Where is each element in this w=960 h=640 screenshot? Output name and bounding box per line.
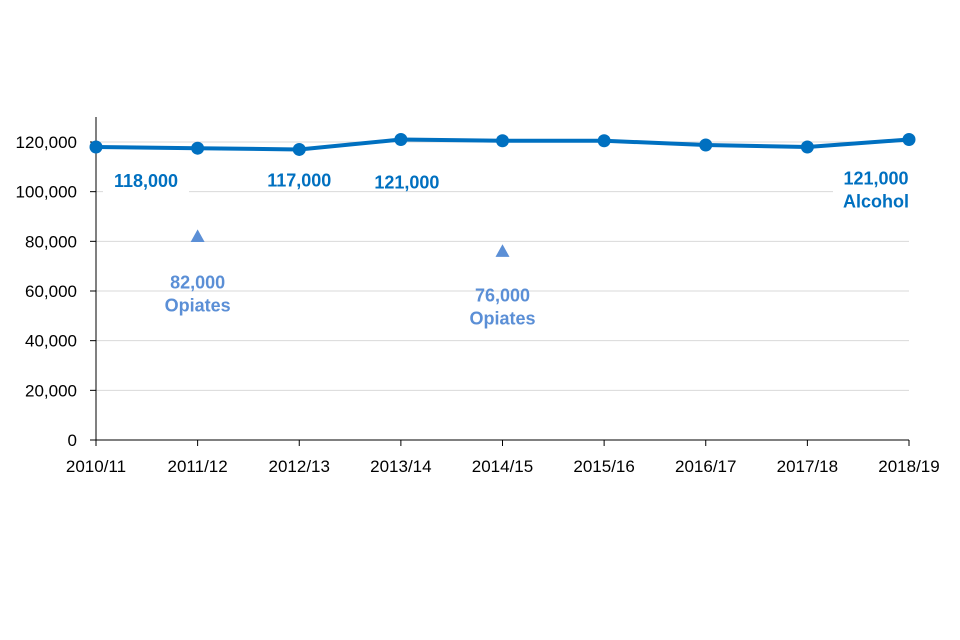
data-label: 117,000: [267, 170, 331, 190]
data-label: Alcohol: [843, 192, 909, 212]
series: [89, 133, 916, 257]
y-tick-label: 40,000: [25, 332, 77, 351]
opiates-point: [495, 244, 510, 257]
x-tick-label: 2011/12: [168, 457, 228, 476]
data-labels: 118,000 117,000 121,000 121,000 Alcohol 82,00…: [103, 165, 919, 328]
x-tick-label: 2012/13: [269, 457, 330, 476]
x-tick-label: 2014/15: [472, 457, 533, 476]
alcohol-point: [800, 140, 814, 154]
data-label: 118,000: [114, 171, 178, 191]
x-tick-label: 2016/17: [675, 457, 736, 476]
alcohol-point: [699, 138, 713, 152]
y-tick-label: 20,000: [25, 381, 77, 400]
x-tick-label: 2018/19: [878, 457, 939, 476]
opiates-point: [190, 229, 205, 242]
alcohol-point: [394, 133, 408, 147]
y-tick-label: 120,000: [16, 133, 77, 152]
x-tick-label: 2013/14: [370, 457, 431, 476]
alcohol-point: [89, 140, 103, 154]
data-label: 121,000: [374, 173, 439, 193]
data-label: 76,000: [475, 285, 530, 305]
data-label: Opiates: [165, 295, 231, 315]
gridlines: [96, 141, 909, 391]
x-tick-label: 2015/16: [573, 457, 634, 476]
alcohol-point: [191, 141, 205, 155]
data-label: Opiates: [469, 308, 535, 328]
alcohol-point: [597, 134, 611, 148]
data-label: 82,000: [170, 272, 225, 292]
y-tick-label: 100,000: [16, 183, 77, 202]
data-label: 121,000: [843, 169, 908, 189]
y-tick-label: 60,000: [25, 282, 77, 301]
y-tick-label: 0: [68, 431, 77, 450]
alcohol-point: [292, 142, 306, 156]
alcohol-point: [902, 133, 916, 147]
data-label-bg: [833, 165, 919, 216]
data-label-bg: [103, 167, 189, 195]
x-tick-label: 2010/11: [66, 457, 126, 476]
x-tick-label: 2017/18: [777, 457, 838, 476]
axes: 0 20,000 40,000 60,000 80,000 100,000 120,000 2…: [16, 117, 940, 476]
y-tick-label: 80,000: [25, 232, 77, 251]
alcohol-point: [496, 134, 509, 148]
